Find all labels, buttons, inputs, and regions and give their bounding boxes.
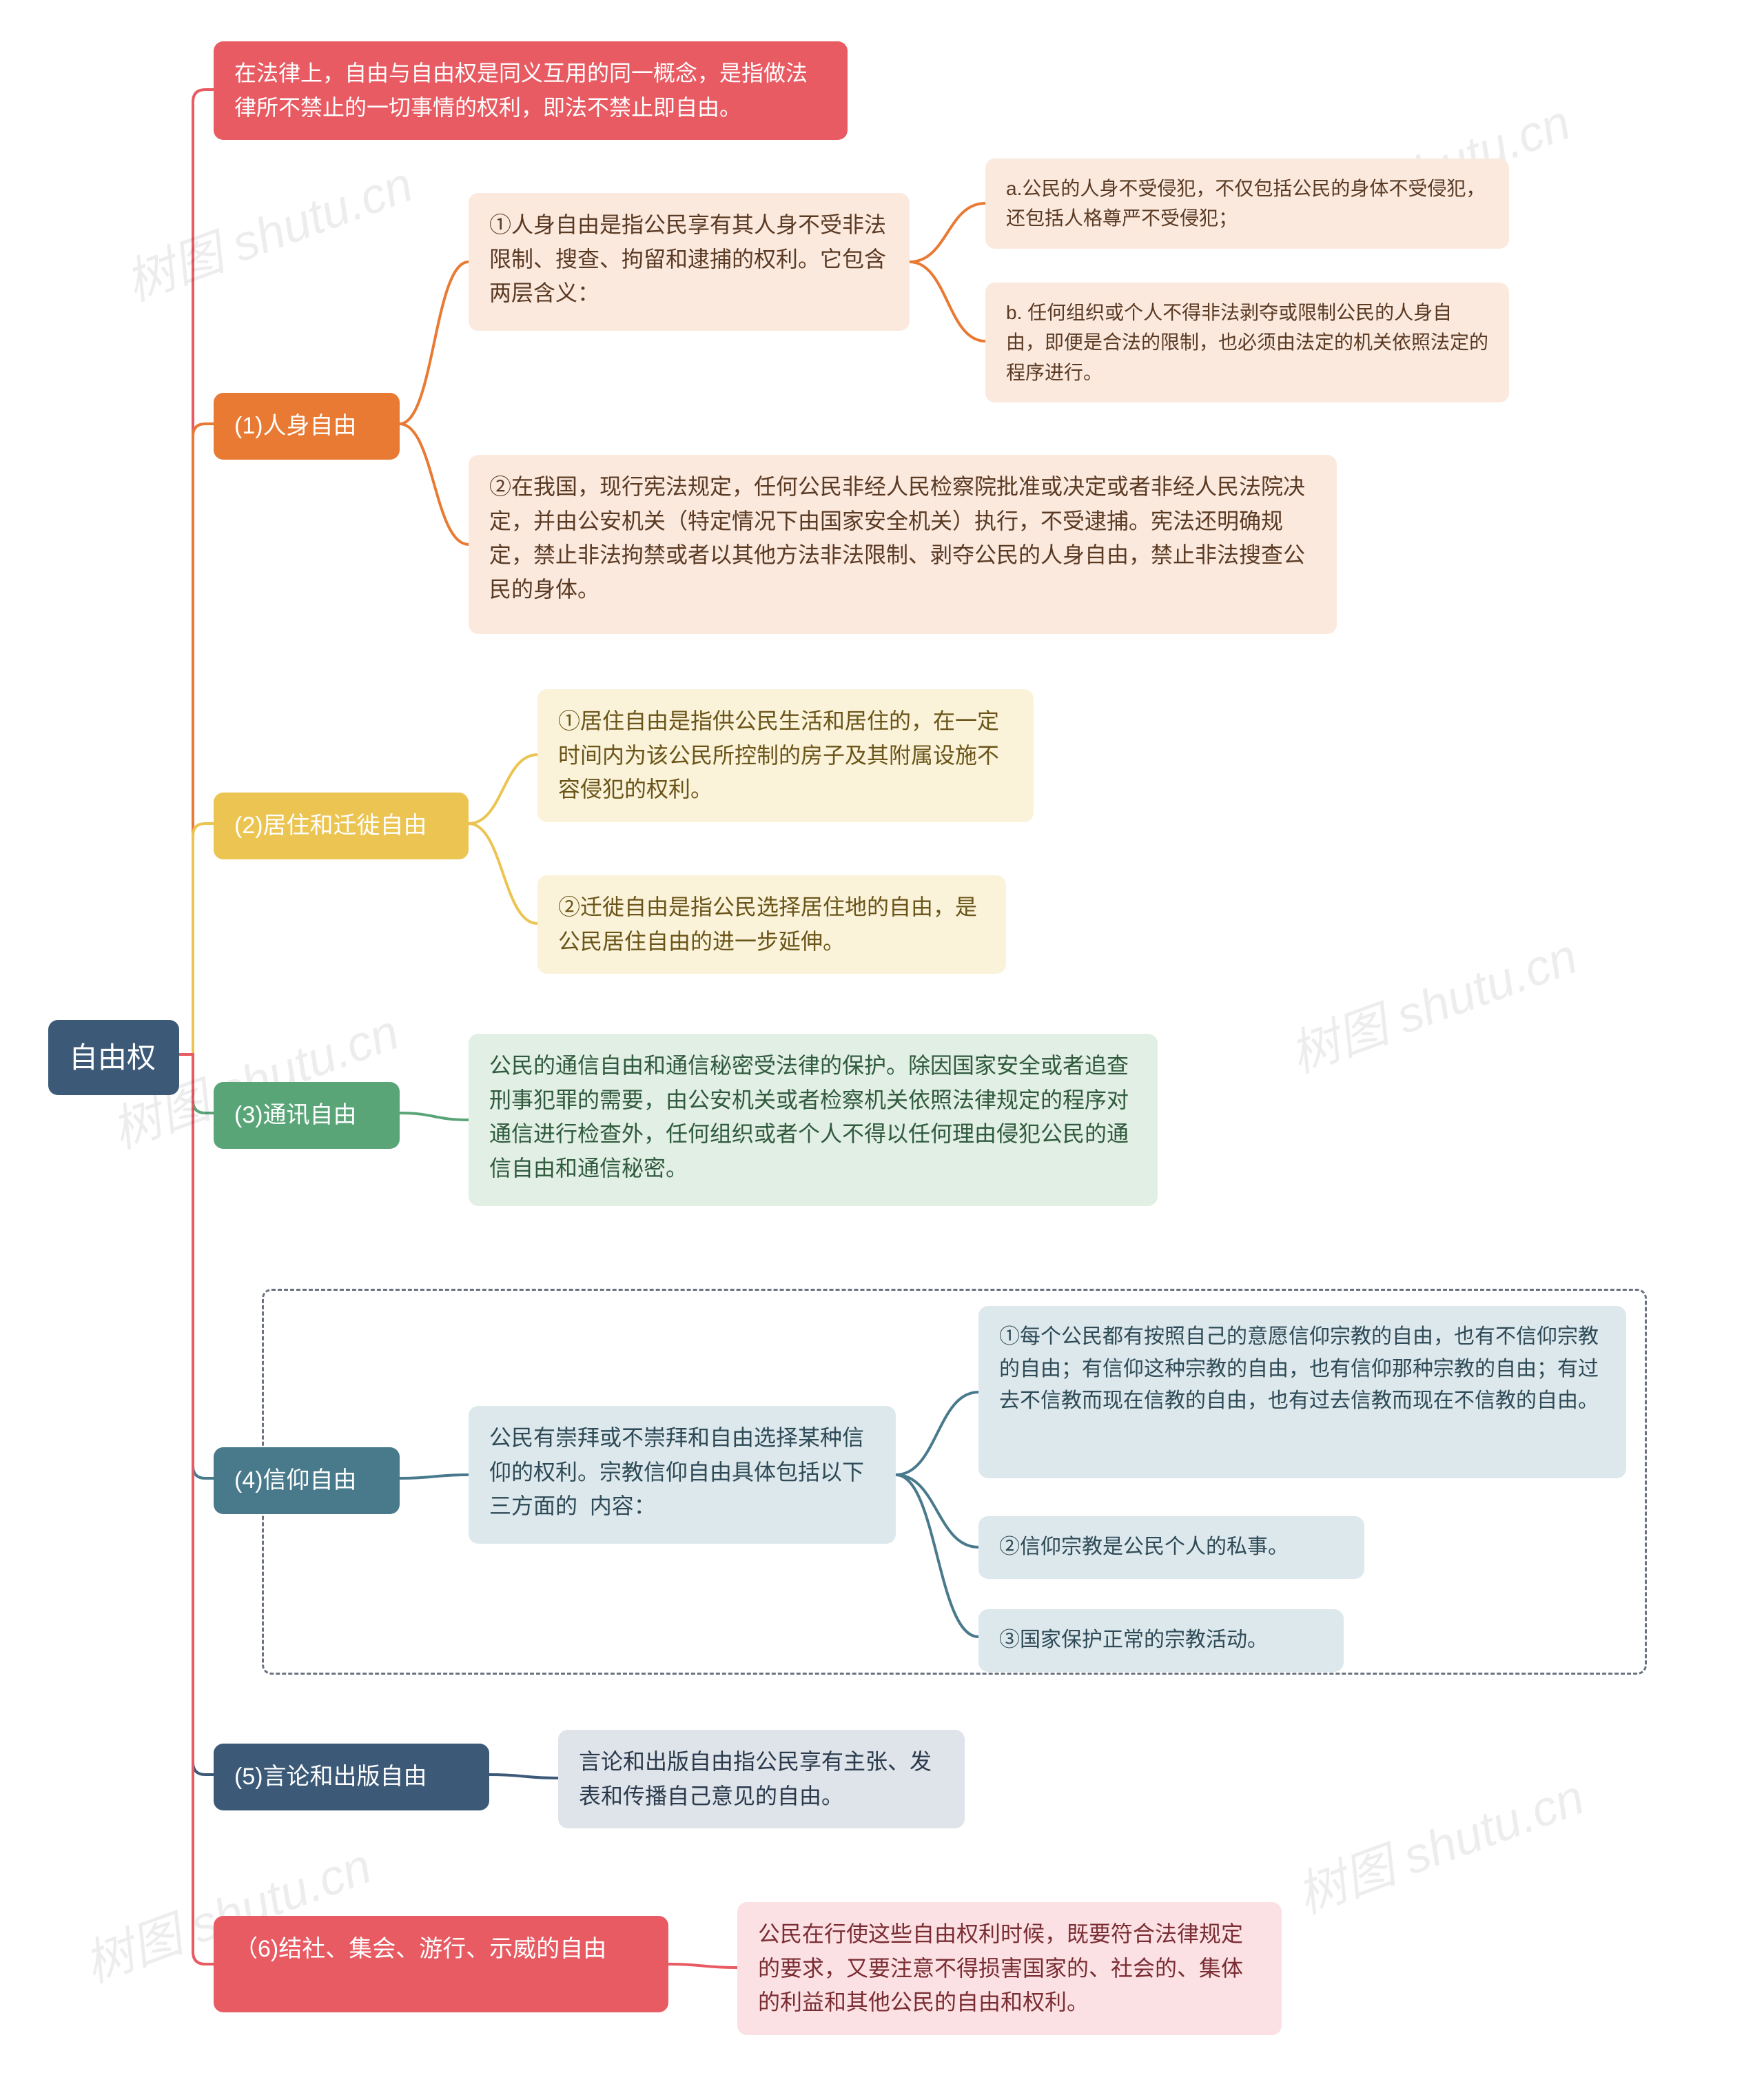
node-text: 公民的通信自由和通信秘密受法律的保护。除因国家安全或者追查刑事犯罪的需要，由公安…	[489, 1053, 1129, 1181]
node-text: ①居住自由是指供公民生活和居住的，在一定时间内为该公民所控制的房子及其附属设施不…	[558, 708, 999, 802]
node-text: ①每个公民都有按照自己的意愿信仰宗教的自由，也有不信仰宗教的自由；有信仰这种宗教…	[999, 1325, 1599, 1412]
node-text: ①人身自由是指公民享有其人身不受非法限制、搜查、拘留和逮捕的权利。它包含两层含义…	[489, 212, 886, 305]
node-b4c1: 公民有崇拜或不崇拜和自由选择某种信仰的权利。宗教信仰自由具体包括以下三方面的 内…	[469, 1406, 896, 1544]
node-text: ②信仰宗教是公民个人的私事。	[999, 1535, 1289, 1558]
node-b1c2: ②在我国，现行宪法规定，任何公民非经人民检察院批准或决定或者非经人民法院决定，并…	[469, 455, 1337, 634]
node-root: 自由权	[48, 1020, 179, 1095]
node-text: 言论和出版自由指公民享有主张、发表和传播自己意见的自由。	[579, 1749, 932, 1808]
node-text: 在法律上，自由与自由权是同义互用的同一概念，是指做法律所不禁止的一切事情的权利，…	[234, 61, 808, 120]
node-text: b. 任何组织或个人不得非法剥夺或限制公民的人身自由，即便是合法的限制，也必须由…	[1006, 302, 1488, 383]
node-b4c1c: ③国家保护正常的宗教活动。	[978, 1609, 1344, 1672]
node-text: (3)通讯自由	[234, 1102, 357, 1128]
node-text: (2)居住和迁徙自由	[234, 813, 427, 839]
watermark: 树图 shutu.cn	[1278, 916, 1586, 1087]
node-text: ②迁徙自由是指公民选择居住地的自由，是公民居住自由的进一步延伸。	[558, 895, 977, 954]
node-b6: （6)结社、集会、游行、示威的自由	[214, 1916, 668, 2012]
node-b4: (4)信仰自由	[214, 1447, 400, 1514]
node-b1c1: ①人身自由是指公民享有其人身不受非法限制、搜查、拘留和逮捕的权利。它包含两层含义…	[469, 193, 910, 331]
node-text: (5)言论和出版自由	[234, 1764, 427, 1790]
node-text: ③国家保护正常的宗教活动。	[999, 1629, 1268, 1651]
node-b5: (5)言论和出版自由	[214, 1744, 489, 1810]
node-text: ②在我国，现行宪法规定，任何公民非经人民检察院批准或决定或者非经人民法院决定，并…	[489, 474, 1305, 602]
node-b1c1b: b. 任何组织或个人不得非法剥夺或限制公民的人身自由，即便是合法的限制，也必须由…	[985, 283, 1509, 402]
node-text: a.公民的人身不受侵犯，不仅包括公民的身体不受侵犯，还包括人格尊严不受侵犯；	[1006, 178, 1485, 229]
node-b4c1a: ①每个公民都有按照自己的意愿信仰宗教的自由，也有不信仰宗教的自由；有信仰这种宗教…	[978, 1306, 1626, 1478]
node-text: 自由权	[69, 1041, 156, 1074]
node-b2c2: ②迁徙自由是指公民选择居住地的自由，是公民居住自由的进一步延伸。	[537, 875, 1006, 974]
node-b2c1: ①居住自由是指供公民生活和居住的，在一定时间内为该公民所控制的房子及其附属设施不…	[537, 689, 1034, 822]
node-text: (4)信仰自由	[234, 1467, 357, 1493]
node-text: （6)结社、集会、游行、示威的自由	[234, 1936, 606, 1962]
watermark: 树图 shutu.cn	[1285, 1757, 1592, 1928]
node-b4c1b: ②信仰宗教是公民个人的私事。	[978, 1516, 1364, 1579]
node-b1: (1)人身自由	[214, 393, 400, 460]
node-intro: 在法律上，自由与自由权是同义互用的同一概念，是指做法律所不禁止的一切事情的权利，…	[214, 41, 848, 140]
node-b5c1: 言论和出版自由指公民享有主张、发表和传播自己意见的自由。	[558, 1730, 965, 1828]
node-text: (1)人身自由	[234, 413, 357, 439]
node-b6c1: 公民在行使这些自由权利时候，既要符合法律规定的要求，又要注意不得损害国家的、社会…	[737, 1902, 1282, 2035]
node-b3c1: 公民的通信自由和通信秘密受法律的保护。除因国家安全或者追查刑事犯罪的需要，由公安…	[469, 1034, 1158, 1206]
watermark: 树图 shutu.cn	[114, 144, 421, 315]
node-b2: (2)居住和迁徙自由	[214, 793, 469, 859]
node-text: 公民在行使这些自由权利时候，既要符合法律规定的要求，又要注意不得损害国家的、社会…	[758, 1921, 1243, 2014]
node-text: 公民有崇拜或不崇拜和自由选择某种信仰的权利。宗教信仰自由具体包括以下三方面的 内…	[489, 1425, 864, 1518]
mindmap-canvas: 树图 shutu.cn树图 shutu.cn树图 shutu.cn树图 shut…	[0, 0, 1764, 2093]
node-b1c1a: a.公民的人身不受侵犯，不仅包括公民的身体不受侵犯，还包括人格尊严不受侵犯；	[985, 159, 1509, 249]
node-b3: (3)通讯自由	[214, 1082, 400, 1149]
